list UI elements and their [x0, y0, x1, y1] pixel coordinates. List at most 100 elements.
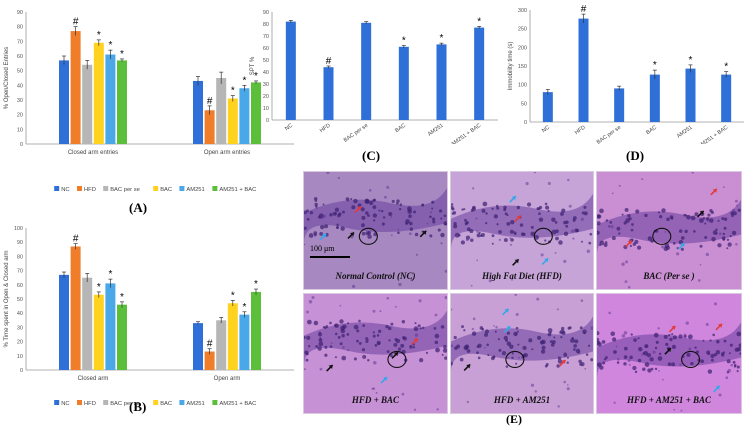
y-tick-label: 90	[17, 240, 23, 246]
cell-nucleus	[605, 219, 609, 222]
y-axis-label: SPT %	[250, 56, 256, 75]
y-tick-label: 0	[524, 120, 527, 126]
cell-nucleus	[417, 324, 421, 328]
cell-nucleus	[413, 408, 417, 411]
cell-nucleus	[324, 353, 328, 357]
annotation-arrowhead	[680, 243, 685, 248]
cell-nucleus	[533, 172, 536, 174]
panel-label-c: (C)	[362, 148, 381, 163]
cell-nucleus	[408, 232, 412, 236]
cell-nucleus	[603, 243, 608, 247]
cell-nucleus	[336, 223, 339, 227]
cell-nucleus	[472, 317, 476, 321]
cell-nucleus	[624, 280, 628, 284]
cell-nucleus	[634, 370, 638, 374]
cell-nucleus	[386, 296, 390, 300]
cell-nucleus	[362, 354, 367, 359]
cell-nucleus	[498, 348, 502, 352]
cell-nucleus	[311, 295, 315, 300]
cell-nucleus	[683, 334, 687, 338]
cell-nucleus	[623, 355, 628, 359]
x-category-label: Closed arm entries	[68, 150, 118, 156]
cell-nucleus	[517, 343, 520, 346]
cell-nucleus	[485, 222, 488, 225]
y-tick-label: 80	[17, 254, 23, 260]
cell-nucleus	[602, 361, 606, 365]
cell-nucleus	[346, 322, 350, 325]
cell-nucleus	[487, 353, 490, 357]
bar-hfd	[578, 18, 589, 122]
cell-nucleus	[372, 199, 376, 203]
cell-nucleus	[334, 332, 338, 336]
significance-mark: #	[207, 339, 213, 350]
y-tick-label: 10	[17, 354, 23, 360]
cell-nucleus	[597, 230, 600, 235]
cell-nucleus	[419, 358, 424, 363]
cell-nucleus	[444, 269, 447, 273]
cell-nucleus	[408, 214, 412, 218]
cell-nucleus	[464, 218, 467, 222]
cell-nucleus	[320, 216, 324, 220]
cell-nucleus	[713, 302, 717, 306]
cell-nucleus	[632, 365, 637, 371]
cell-nucleus	[612, 337, 617, 342]
legend-label: BAC per se	[110, 187, 140, 193]
cell-nucleus	[477, 356, 481, 360]
cell-nucleus	[367, 339, 370, 341]
cell-nucleus	[495, 325, 498, 329]
cell-nucleus	[538, 212, 541, 216]
cell-nucleus	[457, 233, 461, 237]
cell-nucleus	[386, 350, 390, 353]
cell-nucleus	[611, 192, 614, 195]
legend-swatch-nc	[54, 186, 60, 191]
cell-nucleus	[522, 232, 526, 236]
cell-nucleus	[601, 340, 606, 344]
cell-nucleus	[421, 203, 425, 207]
x-category-label: AM251 + BAC	[450, 123, 482, 144]
legend-swatch-hfd	[77, 400, 82, 405]
cell-nucleus	[481, 208, 486, 213]
cell-nucleus	[476, 230, 479, 233]
cell-nucleus	[629, 355, 633, 360]
cell-nucleus	[704, 222, 707, 225]
cell-nucleus	[646, 353, 652, 358]
highlight-circle	[358, 227, 378, 245]
cell-nucleus	[736, 370, 739, 373]
cell-nucleus	[661, 208, 666, 213]
cell-nucleus	[628, 363, 631, 366]
bar-hfd	[323, 67, 334, 120]
cell-nucleus	[308, 300, 313, 304]
cell-nucleus	[451, 308, 453, 311]
y-tick-label: 30	[17, 98, 23, 104]
cell-nucleus	[649, 238, 652, 241]
legend-swatch-bac	[153, 186, 159, 191]
cell-nucleus	[346, 199, 350, 202]
cell-nucleus	[509, 229, 514, 234]
cell-nucleus	[699, 263, 702, 266]
highlight-circle	[387, 350, 407, 368]
highlight-circle	[533, 227, 553, 245]
cell-nucleus	[506, 331, 510, 335]
cell-nucleus	[379, 310, 382, 313]
cell-nucleus	[510, 238, 514, 242]
cell-nucleus	[513, 231, 517, 235]
annotation-arrowhead	[466, 364, 471, 369]
cell-nucleus	[726, 359, 731, 364]
cell-nucleus	[431, 217, 436, 221]
cell-nucleus	[638, 347, 643, 352]
histology-image-hfd-am251: HFD + AM251	[450, 293, 594, 414]
significance-mark: *	[97, 30, 101, 41]
cell-nucleus	[461, 325, 464, 329]
cell-nucleus	[629, 244, 632, 248]
cell-nucleus	[544, 202, 548, 206]
cell-nucleus	[727, 368, 732, 373]
cell-nucleus	[440, 242, 443, 245]
histology-image-hfd-bac: HFD + BAC	[303, 293, 448, 414]
chart-b: 0 10 20 30 40 50 60 70 80 90 100 % Time spent in Op…	[4, 226, 294, 407]
cell-nucleus	[329, 321, 332, 325]
legend-label: AM251 + BAC	[219, 401, 256, 407]
cell-nucleus	[464, 344, 470, 350]
cell-nucleus	[414, 333, 419, 337]
cell-nucleus	[440, 217, 443, 220]
legend-swatch-bac-per-se	[103, 186, 109, 191]
